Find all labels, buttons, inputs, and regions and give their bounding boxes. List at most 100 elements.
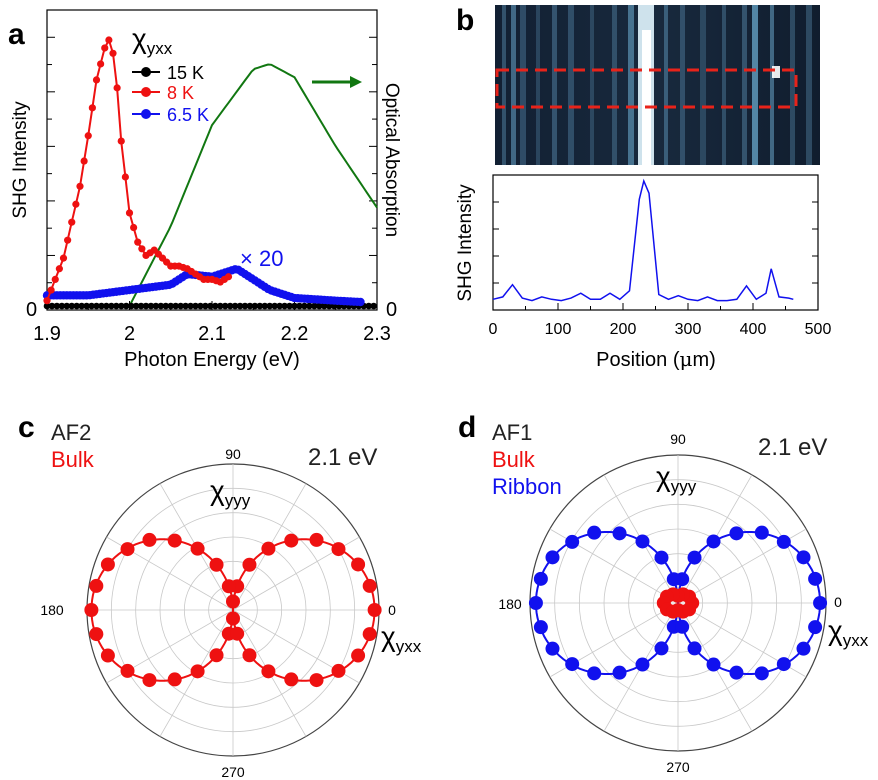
series-15k-point — [207, 302, 214, 310]
legend-marker-65k — [141, 109, 151, 119]
panel-c-bulk-point — [190, 664, 205, 679]
panel-d-top-chi: χyyy — [656, 461, 697, 496]
series-15k-point — [192, 302, 199, 310]
panel-b-xtick-5: 500 — [805, 321, 832, 338]
panel-c-bulk-point — [209, 648, 224, 663]
panel-c-bulk-point — [100, 557, 115, 572]
panel-b: b SHG Intensity 0 100 200 300 400 500 Po… — [455, 4, 831, 371]
panel-a-zero-right: 0 — [386, 299, 397, 321]
panel-b-xtick-1: 100 — [545, 321, 572, 338]
panel-a-chi-label: χyxx — [132, 23, 173, 58]
heatmap-streak — [722, 5, 726, 165]
panel-a: a χyxx 15 K 8 K 6.5 K × 20 SHG Intensity… — [8, 9, 402, 371]
series-15k-point — [311, 302, 318, 310]
heatmap-roi-box — [495, 68, 798, 109]
panel-c-bulk-point — [120, 542, 135, 557]
panel-c: c AF2 Bulk 2.1 eV 90 180 0 270 χyyy χyxx — [18, 411, 422, 780]
absorption-curve-line — [128, 63, 378, 307]
panel-a-plot-area — [42, 36, 378, 310]
panel-b-plot-area — [492, 178, 794, 302]
panel-d-ribbon-point — [776, 534, 791, 549]
series-15k-point — [157, 302, 165, 310]
legend-label-15k: 15 K — [167, 63, 204, 83]
series-15k-point — [182, 302, 189, 310]
panel-d-ribbon-point — [687, 641, 702, 656]
series-15k-point — [221, 302, 229, 310]
panel-d-ribbon-point — [654, 641, 669, 656]
panel-d-ribbon-point — [612, 526, 627, 541]
panel-a-legend: 15 K 8 K 6.5 K — [132, 63, 209, 125]
panel-b-xtick-2: 200 — [610, 321, 637, 338]
panel-d-ribbon-point — [729, 526, 744, 541]
heatmap-streak — [770, 5, 774, 165]
series-15k-point — [271, 302, 279, 310]
panel-c-bulk-point — [120, 663, 135, 678]
panel-d-ribbon-point — [635, 657, 650, 672]
panel-b-xlabel-pre: Position ( — [596, 349, 680, 371]
panel-b-xlabel-unit: μ — [680, 347, 693, 371]
series-15k-point — [98, 302, 105, 310]
panel-c-label-bulk: Bulk — [51, 447, 95, 472]
panel-d-ribbon-point — [533, 620, 548, 635]
panel-c-bulk-point — [142, 532, 157, 547]
series-15k-point — [177, 302, 184, 310]
panel-d-right-chi-base: χ — [828, 615, 843, 646]
series-15k-point — [127, 302, 135, 310]
panel-a-xtick-1: 2 — [124, 323, 135, 345]
panel-d-ribbon-point — [545, 550, 560, 565]
panel-d-ribbon-point — [706, 534, 721, 549]
panel-b-frame — [492, 174, 819, 311]
panel-d-ribbon-point — [666, 572, 681, 587]
heatmap-streak — [612, 5, 617, 165]
panel-c-bulk-point — [261, 541, 276, 556]
series-6p5k-point — [356, 297, 365, 307]
panel-a-xtick-3: 2.2 — [281, 323, 309, 345]
heatmap-streak — [742, 5, 747, 165]
series-15k-point — [103, 302, 110, 310]
panel-d-ribbon-point — [612, 665, 627, 680]
series-15k-point — [197, 302, 204, 310]
series-15k-point — [276, 302, 283, 310]
series-15k-point — [266, 302, 274, 310]
panel-c-bulk-point — [362, 578, 377, 593]
panel-d-ribbon-point — [754, 525, 769, 540]
panel-c-bulk-point — [331, 663, 346, 678]
series-15k-point — [202, 302, 209, 310]
heatmap-streaks — [502, 5, 812, 165]
panel-c-top-chi: χyyy — [210, 475, 251, 510]
panel-d-right-chi: χyxx — [828, 615, 869, 650]
panel-c-right-chi-base: χ — [381, 621, 396, 652]
panel-c-bulk-point — [142, 673, 157, 688]
heatmap-streak — [520, 5, 526, 165]
panel-a-xtick-2: 2.1 — [198, 323, 226, 345]
series-15k-point — [162, 302, 170, 310]
legend-label-8k: 8 K — [167, 83, 194, 103]
series-15k-point — [53, 302, 61, 310]
series-15k-point — [147, 302, 155, 310]
series-15k-point — [88, 302, 95, 310]
panel-a-ylabel-right: Optical Absorption — [381, 83, 402, 237]
series-15k-point — [251, 302, 259, 310]
series-15k-point — [108, 302, 115, 310]
panel-a-ticks — [46, 36, 378, 310]
panel-d-bulk-point — [682, 602, 697, 617]
panel-d-ribbon-point — [729, 665, 744, 680]
panel-d-ribbon-point — [776, 657, 791, 672]
panel-c-letter: c — [18, 411, 35, 444]
panel-d-ribbon-point — [587, 666, 602, 681]
panel-c-bulk-point — [309, 673, 324, 688]
panel-b-xtick-0: 0 — [489, 321, 498, 338]
series-15k-point — [365, 302, 373, 310]
series-15k-point — [261, 302, 269, 310]
panel-c-angle-180: 180 — [40, 602, 64, 618]
heatmap-streak — [536, 5, 540, 165]
panel-b-xtick-4: 400 — [740, 321, 767, 338]
series-15k-point — [63, 302, 71, 310]
panel-d-ribbon-point — [533, 571, 548, 586]
panel-c-bulk-point — [190, 541, 205, 556]
panel-c-bulk-point — [331, 542, 346, 557]
series-8k-line — [46, 37, 230, 302]
series-15k-point — [83, 302, 90, 310]
panel-d-ribbon-point — [654, 550, 669, 565]
